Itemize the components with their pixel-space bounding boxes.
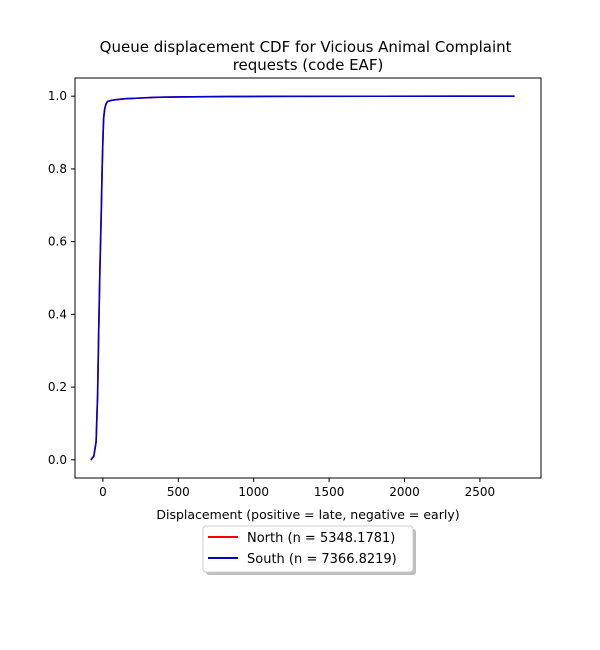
chart-title-line-2: requests (code EAF) <box>233 56 384 74</box>
x-tick-label: 2000 <box>389 485 420 499</box>
y-tick-label: 1.0 <box>48 89 67 103</box>
x-axis-ticks: 0 500 1000 1500 2000 2500 <box>99 478 495 499</box>
x-tick-label: 0 <box>99 485 107 499</box>
y-tick-label: 0.0 <box>48 453 67 467</box>
series-lines <box>90 95 515 461</box>
y-tick-label: 0.4 <box>48 307 67 321</box>
x-tick-label: 500 <box>167 485 190 499</box>
x-tick-label: 1500 <box>314 485 345 499</box>
chart-title-line-1: Queue displacement CDF for Vicious Anima… <box>100 38 512 56</box>
legend-box <box>202 525 414 573</box>
x-tick-label: 1000 <box>238 485 269 499</box>
legend-label-north: North (n = 5348.1781) <box>247 531 395 546</box>
legend: North (n = 5348.1781) South (n = 7366.82… <box>202 525 416 575</box>
y-tick-label: 0.8 <box>48 162 67 176</box>
y-axis-ticks: 0.0 0.2 0.4 0.6 0.8 1.0 <box>48 89 75 467</box>
series-line-south <box>90 95 515 461</box>
y-tick-label: 0.2 <box>48 380 67 394</box>
x-axis-label: Displacement (positive = late, negative … <box>156 507 459 522</box>
legend-label-south: South (n = 7366.8219) <box>247 552 397 567</box>
plot-area <box>74 77 542 479</box>
chart-title: Queue displacement CDF for Vicious Anima… <box>100 38 517 74</box>
x-tick-label: 2500 <box>465 485 496 499</box>
y-tick-label: 0.6 <box>48 235 67 249</box>
